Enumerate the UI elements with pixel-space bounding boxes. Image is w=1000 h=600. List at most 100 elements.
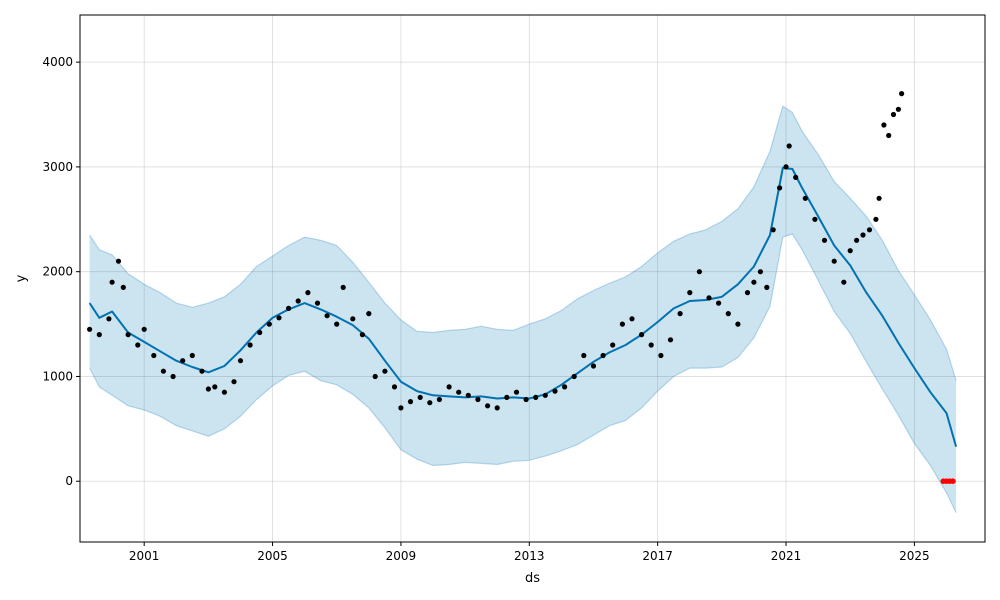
observed-point: [366, 311, 372, 317]
observed-point: [391, 384, 398, 390]
observed-point: [706, 295, 712, 301]
observed-point: [735, 321, 741, 327]
observed-point: [600, 352, 606, 359]
observed-point: [257, 329, 263, 336]
observed-point: [764, 284, 770, 290]
observed-point: [247, 342, 253, 348]
observed-point: [895, 106, 902, 112]
observed-point: [109, 279, 115, 285]
observed-point: [324, 313, 330, 319]
observed-point: [890, 111, 897, 118]
observed-point: [696, 269, 703, 275]
observed-point: [751, 279, 757, 285]
observed-point: [812, 216, 818, 222]
observed-point: [793, 174, 799, 180]
observed-point: [87, 326, 93, 332]
observed-point: [170, 373, 176, 380]
observed-point: [286, 305, 292, 311]
observed-point: [860, 232, 866, 238]
observed-point: [881, 122, 887, 128]
observed-point: [135, 342, 141, 348]
observed-point: [847, 248, 853, 254]
plot-frame: [79, 14, 986, 543]
observed-point: [382, 368, 388, 374]
observed-point: [821, 237, 828, 243]
observed-point: [757, 269, 764, 275]
observed-point: [658, 352, 664, 359]
observed-point: [485, 403, 491, 409]
observed-point: [639, 332, 645, 338]
observed-point: [446, 384, 452, 390]
y-axis: 0 1000 2000 3000 4000: [42, 55, 80, 488]
observed-point: [571, 373, 577, 380]
observed-point: [783, 164, 789, 170]
observed-point: [266, 321, 272, 327]
forecast-line: [88, 167, 958, 447]
observed-point: [350, 316, 356, 322]
x-tick-label: 2017: [642, 549, 673, 563]
grid-layer: [80, 15, 985, 542]
observed-point: [542, 392, 548, 398]
interval-layer: [89, 105, 957, 513]
y-tick-label: 4000: [42, 55, 73, 69]
x-tick-label: 2001: [129, 549, 160, 563]
observed-point: [494, 405, 500, 411]
observed-point: [777, 185, 783, 191]
x-tick-label: 2025: [899, 549, 930, 563]
x-tick-label: 2009: [386, 549, 417, 563]
observed-point: [141, 326, 147, 332]
observed-point: [866, 227, 873, 233]
highlight-point: [950, 478, 956, 485]
observed-point: [359, 332, 365, 338]
observed-point: [475, 396, 481, 403]
x-tick-label: 2021: [771, 549, 802, 563]
observed-point: [314, 300, 321, 306]
observed-point: [744, 290, 751, 296]
observed-point: [96, 332, 102, 338]
observed-point: [276, 315, 282, 321]
observed-point: [533, 394, 539, 400]
observed-point: [786, 143, 792, 149]
points-layer: [87, 91, 956, 485]
observed-point: [125, 332, 131, 338]
observed-point: [334, 321, 340, 327]
lower-bound-line: [89, 233, 957, 513]
observed-point: [725, 311, 731, 317]
y-tick-label: 0: [65, 474, 73, 488]
y-axis-title: y: [14, 274, 29, 282]
observed-point: [629, 316, 635, 322]
forecast-layer: [88, 167, 958, 447]
observed-point: [120, 284, 126, 290]
x-tick-label: 2013: [514, 549, 545, 563]
observed-point: [581, 352, 587, 359]
observed-point: [456, 389, 462, 395]
observed-point: [189, 352, 195, 359]
observed-point: [115, 258, 122, 264]
observed-point: [687, 290, 693, 296]
observed-point: [407, 399, 414, 405]
observed-point: [876, 195, 882, 201]
observed-point: [619, 321, 626, 327]
observed-point: [340, 284, 346, 290]
observed-point: [205, 386, 211, 392]
observed-point: [295, 298, 301, 304]
observed-point: [504, 394, 510, 400]
y-tick-label: 1000: [42, 369, 73, 383]
upper-bound-line: [89, 105, 957, 381]
observed-point: [160, 368, 166, 374]
observed-point: [899, 91, 905, 97]
observed-point: [231, 379, 237, 385]
observed-point: [831, 258, 837, 264]
x-axis-title: ds: [525, 571, 540, 586]
observed-point: [221, 389, 227, 395]
observed-point: [523, 396, 529, 403]
observed-point: [802, 195, 808, 201]
observed-point: [841, 279, 847, 285]
observed-point: [237, 358, 244, 364]
observed-point: [436, 396, 442, 403]
x-axis: 2001 2005 2009 2013 2017 2021 2025: [129, 542, 930, 563]
y-tick-label: 2000: [42, 265, 73, 279]
observed-point: [427, 400, 433, 406]
